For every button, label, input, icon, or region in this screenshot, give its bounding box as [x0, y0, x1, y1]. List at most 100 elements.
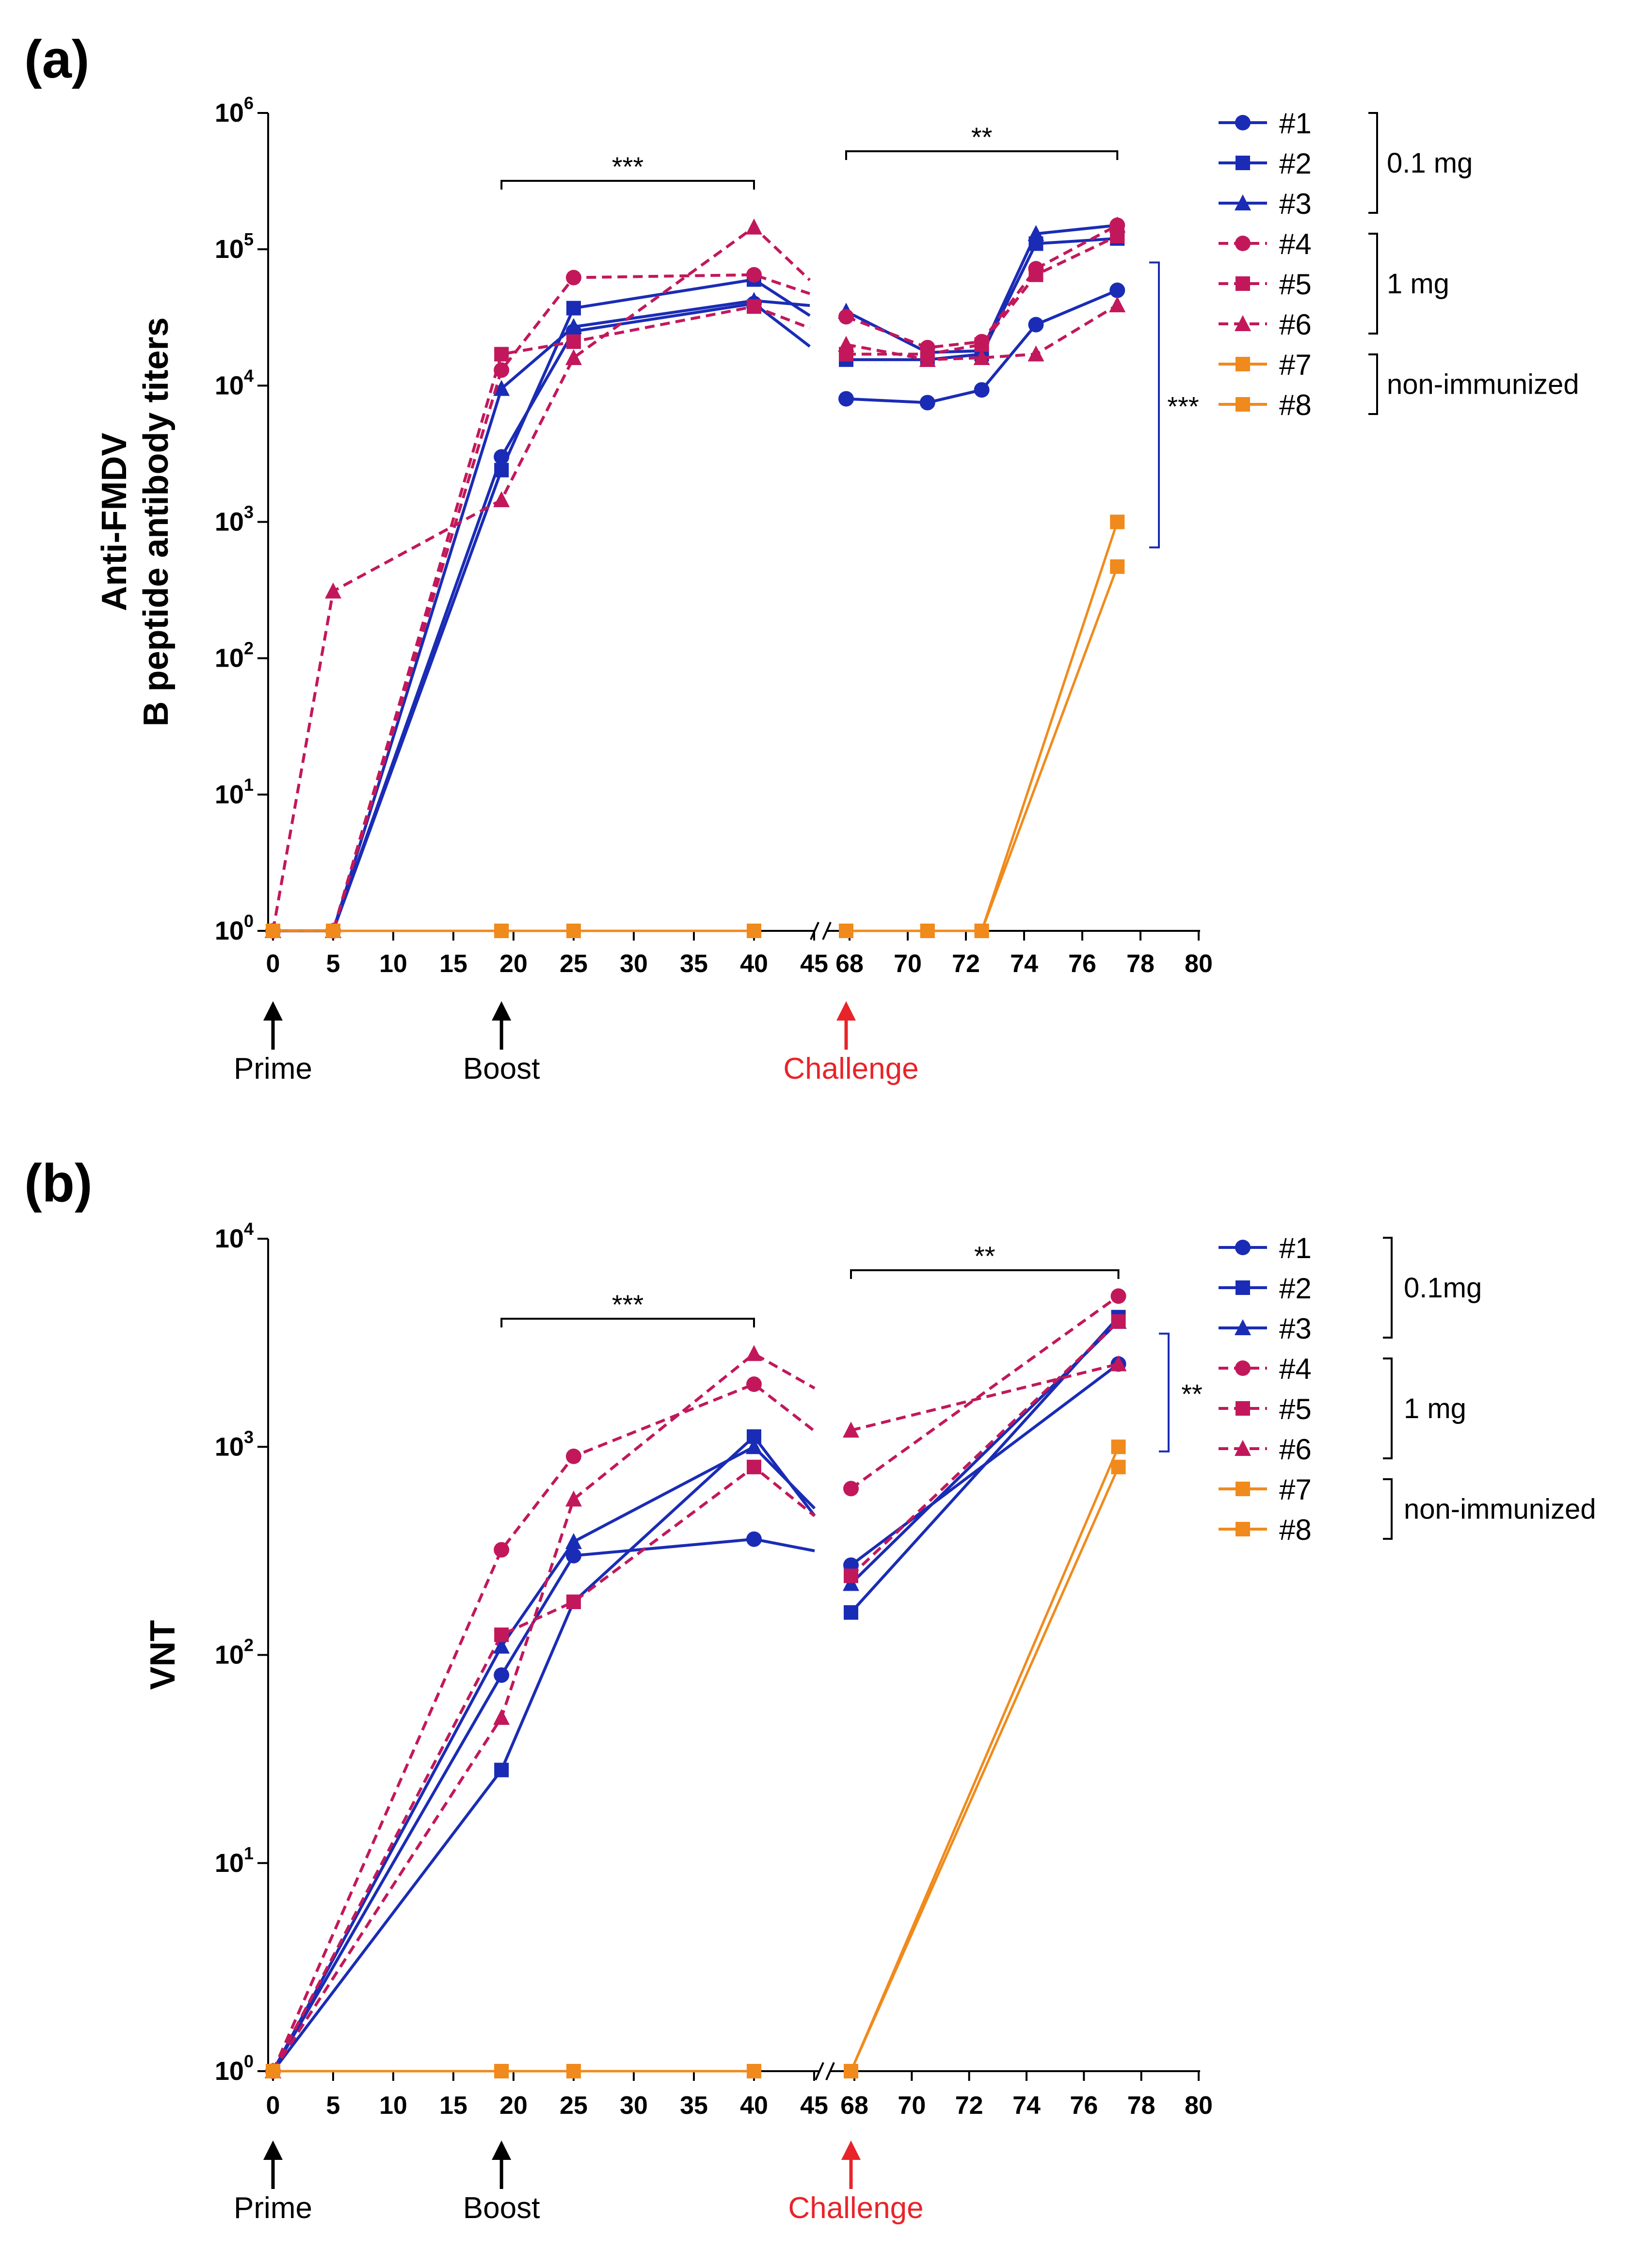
- data-point: [1111, 1314, 1126, 1329]
- significance-bracket-vertical: [1159, 1332, 1170, 1453]
- y-tick-label: 101: [215, 1843, 254, 1878]
- significance-label: **: [1181, 1378, 1203, 1409]
- x-tick-label: 70: [894, 950, 922, 978]
- panel-label: (a): [24, 30, 89, 89]
- data-point: [1111, 1459, 1126, 1474]
- data-point: [746, 1531, 762, 1547]
- legend-marker: [1236, 156, 1250, 170]
- y-tick-base: 10: [215, 916, 244, 945]
- data-point: [747, 924, 761, 938]
- x-tick-label: 70: [898, 2092, 926, 2120]
- data-point: [838, 391, 854, 407]
- y-tick-base: 10: [215, 1641, 244, 1670]
- y-tick-label: 104: [215, 366, 254, 400]
- legend-marker: [1235, 1360, 1251, 1376]
- y-tick-label: 103: [215, 1427, 254, 1461]
- data-point: [494, 362, 510, 378]
- data-point: [839, 924, 853, 938]
- data-point: [493, 1637, 510, 1654]
- x-tick-label: 80: [1185, 950, 1213, 978]
- x-tick-label: 68: [840, 2092, 868, 2120]
- data-point: [974, 924, 989, 938]
- series-7: [266, 1439, 1126, 2078]
- data-point: [1110, 1288, 1126, 1304]
- legend-label: #5: [1279, 268, 1312, 301]
- data-point: [919, 395, 935, 411]
- y-tick-label: 102: [215, 1635, 254, 1670]
- data-point: [843, 1481, 859, 1497]
- data-point: [747, 299, 761, 314]
- legend-group-bracket: [1383, 1478, 1393, 1540]
- data-point: [1110, 514, 1125, 529]
- y-axis-title-line: B peptide antibody titers: [137, 317, 176, 726]
- data-point: [974, 382, 990, 398]
- x-tick-label: 74: [1010, 950, 1038, 978]
- x-tick-label: 35: [680, 2092, 708, 2120]
- significance-bracket: [500, 180, 755, 190]
- data-point: [844, 1605, 858, 1620]
- data-point: [920, 924, 935, 938]
- legend-group-label: 0.1mg: [1404, 1272, 1482, 1304]
- x-tick-label: 72: [952, 950, 980, 978]
- significance-label: **: [974, 1241, 995, 1271]
- data-point: [494, 1667, 510, 1683]
- series-8: [266, 559, 1125, 938]
- series-2: [266, 1310, 1126, 2078]
- legend-group-label: 1 mg: [1404, 1393, 1466, 1424]
- data-point: [494, 1762, 509, 1777]
- axis-break-mark: [815, 2062, 824, 2080]
- legend-marker: [1236, 397, 1250, 412]
- series-3: [265, 1312, 1127, 2078]
- y-tick-exponent: 1: [244, 775, 254, 795]
- series-line: [850, 1294, 1120, 1490]
- x-tick-label: 72: [955, 2092, 983, 2120]
- y-tick-exponent: 0: [244, 2051, 254, 2071]
- data-point: [747, 1459, 761, 1474]
- legend-label: #7: [1279, 349, 1312, 381]
- legend-label: #4: [1279, 1353, 1312, 1385]
- x-tick-label: 45: [800, 950, 828, 978]
- series-1: [265, 1356, 1126, 2079]
- data-point: [566, 1548, 581, 1564]
- data-point: [494, 1627, 509, 1642]
- y-tick-label: 103: [215, 502, 254, 537]
- legend: #1 #2 #3 0.1 mg #4 #5 #6 1 mg #7 #8 non-immunized: [1219, 107, 1579, 421]
- data-point: [843, 1421, 859, 1438]
- data-point: [565, 1490, 582, 1507]
- legend-label: #1: [1279, 107, 1312, 140]
- legend-label: #2: [1279, 1272, 1312, 1305]
- legend-group-label: non-immunized: [1387, 369, 1579, 400]
- data-point: [1028, 267, 1043, 282]
- y-tick-exponent: 4: [244, 366, 254, 385]
- legend-label: #3: [1279, 188, 1312, 220]
- data-point: [1027, 345, 1044, 362]
- data-point: [266, 924, 280, 938]
- x-tick-label: 10: [379, 950, 407, 978]
- significance-label: ***: [1167, 391, 1199, 421]
- data-point: [266, 2064, 280, 2078]
- y-tick-exponent: 3: [244, 502, 254, 522]
- y-tick-label: 106: [215, 93, 254, 128]
- data-point: [493, 491, 510, 508]
- y-tick-label: 100: [215, 911, 254, 945]
- y-tick-base: 10: [215, 508, 244, 537]
- series-1: [265, 282, 1125, 939]
- event-label: Prime: [234, 2191, 312, 2225]
- data-point: [566, 334, 581, 349]
- data-point: [1109, 282, 1125, 298]
- data-point: [844, 2064, 858, 2078]
- data-point: [747, 2064, 761, 2078]
- x-tick-label: 45: [800, 2092, 828, 2120]
- data-point: [746, 1376, 762, 1392]
- event-label: Prime: [234, 1052, 312, 1086]
- series-line: [273, 278, 811, 932]
- y-tick-exponent: 2: [244, 1635, 254, 1655]
- series-line: [272, 225, 811, 931]
- data-point: [566, 1448, 581, 1464]
- series-7: [266, 514, 1125, 938]
- legend-marker: [1235, 1440, 1251, 1456]
- series-line: [272, 1382, 816, 2072]
- event-label: Boost: [463, 2191, 540, 2225]
- y-tick-exponent: 1: [244, 1843, 254, 1863]
